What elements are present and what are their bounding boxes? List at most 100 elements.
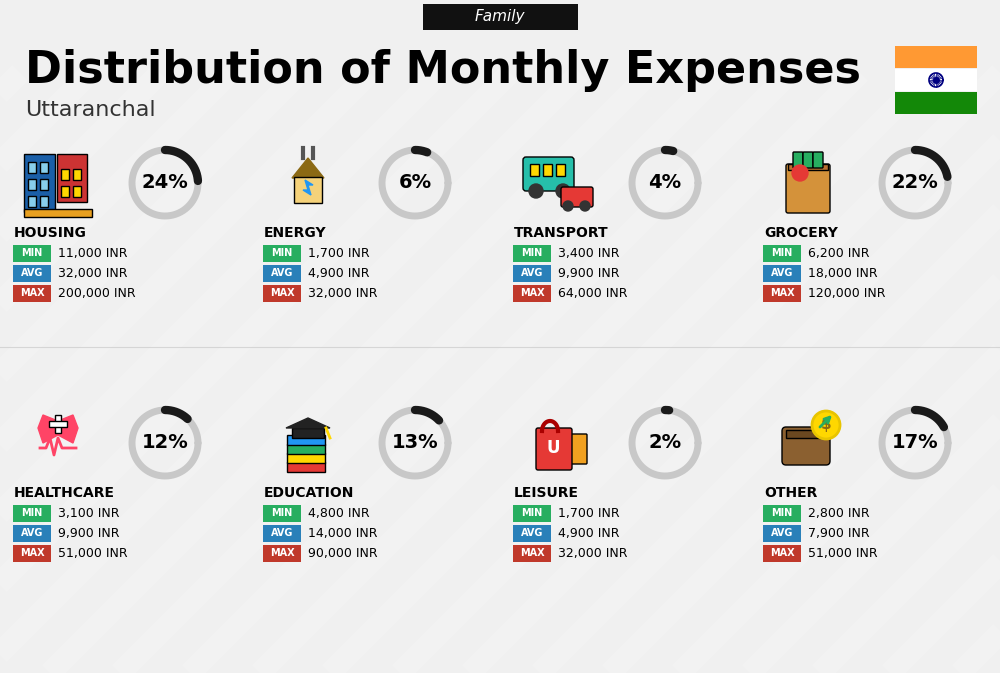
Text: 51,000 INR: 51,000 INR bbox=[58, 546, 128, 559]
FancyBboxPatch shape bbox=[55, 415, 61, 433]
FancyBboxPatch shape bbox=[24, 154, 55, 212]
Text: MAX: MAX bbox=[770, 288, 794, 298]
Text: 2,800 INR: 2,800 INR bbox=[808, 507, 870, 520]
Text: LEISURE: LEISURE bbox=[514, 486, 579, 500]
Text: 7,900 INR: 7,900 INR bbox=[808, 526, 870, 540]
FancyBboxPatch shape bbox=[786, 430, 826, 438]
FancyBboxPatch shape bbox=[422, 4, 578, 30]
FancyBboxPatch shape bbox=[513, 505, 551, 522]
FancyBboxPatch shape bbox=[28, 162, 36, 173]
Text: MAX: MAX bbox=[270, 548, 294, 558]
Text: $: $ bbox=[821, 417, 831, 433]
FancyBboxPatch shape bbox=[287, 435, 325, 445]
FancyBboxPatch shape bbox=[561, 187, 593, 207]
Text: MIN: MIN bbox=[521, 248, 543, 258]
FancyBboxPatch shape bbox=[536, 428, 572, 470]
FancyBboxPatch shape bbox=[61, 169, 69, 180]
FancyBboxPatch shape bbox=[28, 196, 36, 207]
FancyBboxPatch shape bbox=[513, 264, 551, 281]
Text: OTHER: OTHER bbox=[764, 486, 817, 500]
FancyBboxPatch shape bbox=[530, 164, 539, 176]
FancyBboxPatch shape bbox=[263, 544, 301, 561]
FancyBboxPatch shape bbox=[73, 186, 81, 197]
Text: MIN: MIN bbox=[21, 248, 43, 258]
Circle shape bbox=[563, 201, 573, 211]
Text: MAX: MAX bbox=[20, 288, 44, 298]
Text: MIN: MIN bbox=[771, 508, 793, 518]
FancyBboxPatch shape bbox=[40, 196, 48, 207]
Circle shape bbox=[529, 184, 543, 198]
FancyBboxPatch shape bbox=[263, 264, 301, 281]
Text: EDUCATION: EDUCATION bbox=[264, 486, 354, 500]
FancyBboxPatch shape bbox=[40, 179, 48, 190]
FancyBboxPatch shape bbox=[61, 186, 69, 197]
Text: 12%: 12% bbox=[142, 433, 188, 452]
FancyBboxPatch shape bbox=[793, 152, 803, 168]
Text: 9,900 INR: 9,900 INR bbox=[558, 267, 620, 279]
Circle shape bbox=[580, 201, 590, 211]
Text: AVG: AVG bbox=[271, 268, 293, 278]
Text: 200,000 INR: 200,000 INR bbox=[58, 287, 136, 299]
Text: 4,900 INR: 4,900 INR bbox=[308, 267, 370, 279]
Text: 17%: 17% bbox=[892, 433, 938, 452]
Text: MIN: MIN bbox=[521, 508, 543, 518]
FancyBboxPatch shape bbox=[513, 244, 551, 262]
Text: HOUSING: HOUSING bbox=[14, 226, 87, 240]
Text: AVG: AVG bbox=[21, 528, 43, 538]
Text: 14,000 INR: 14,000 INR bbox=[308, 526, 378, 540]
Text: 22%: 22% bbox=[892, 174, 938, 192]
Text: MIN: MIN bbox=[771, 248, 793, 258]
FancyBboxPatch shape bbox=[513, 524, 551, 542]
FancyBboxPatch shape bbox=[782, 427, 830, 465]
FancyBboxPatch shape bbox=[523, 157, 574, 191]
Text: MIN: MIN bbox=[271, 508, 293, 518]
Text: MIN: MIN bbox=[271, 248, 293, 258]
FancyBboxPatch shape bbox=[763, 524, 801, 542]
FancyBboxPatch shape bbox=[287, 462, 325, 472]
FancyBboxPatch shape bbox=[263, 505, 301, 522]
FancyBboxPatch shape bbox=[13, 264, 51, 281]
FancyBboxPatch shape bbox=[13, 524, 51, 542]
FancyBboxPatch shape bbox=[13, 244, 51, 262]
FancyBboxPatch shape bbox=[565, 434, 587, 464]
Text: 9,900 INR: 9,900 INR bbox=[58, 526, 120, 540]
FancyBboxPatch shape bbox=[49, 421, 67, 427]
FancyBboxPatch shape bbox=[263, 524, 301, 542]
FancyBboxPatch shape bbox=[763, 544, 801, 561]
Text: 64,000 INR: 64,000 INR bbox=[558, 287, 628, 299]
FancyBboxPatch shape bbox=[57, 154, 87, 202]
FancyBboxPatch shape bbox=[294, 177, 322, 203]
FancyBboxPatch shape bbox=[786, 164, 830, 213]
Text: 4,900 INR: 4,900 INR bbox=[558, 526, 620, 540]
Text: 32,000 INR: 32,000 INR bbox=[308, 287, 378, 299]
Text: MAX: MAX bbox=[520, 548, 544, 558]
Text: ENERGY: ENERGY bbox=[264, 226, 327, 240]
Text: TRANSPORT: TRANSPORT bbox=[514, 226, 609, 240]
Text: U: U bbox=[546, 439, 560, 457]
FancyBboxPatch shape bbox=[287, 444, 325, 454]
Text: 1,700 INR: 1,700 INR bbox=[308, 246, 370, 260]
FancyBboxPatch shape bbox=[13, 285, 51, 302]
Text: MAX: MAX bbox=[20, 548, 44, 558]
Text: MAX: MAX bbox=[770, 548, 794, 558]
Polygon shape bbox=[286, 418, 330, 428]
Text: 4,800 INR: 4,800 INR bbox=[308, 507, 370, 520]
Text: Family: Family bbox=[475, 9, 525, 24]
Text: HEALTHCARE: HEALTHCARE bbox=[14, 486, 115, 500]
FancyBboxPatch shape bbox=[28, 179, 36, 190]
Text: 3,100 INR: 3,100 INR bbox=[58, 507, 120, 520]
FancyBboxPatch shape bbox=[13, 505, 51, 522]
FancyBboxPatch shape bbox=[895, 46, 977, 68]
FancyBboxPatch shape bbox=[513, 285, 551, 302]
Text: 32,000 INR: 32,000 INR bbox=[58, 267, 128, 279]
Text: Uttaranchal: Uttaranchal bbox=[25, 100, 156, 120]
Text: 24%: 24% bbox=[142, 174, 188, 192]
FancyBboxPatch shape bbox=[763, 244, 801, 262]
FancyBboxPatch shape bbox=[287, 453, 325, 463]
FancyBboxPatch shape bbox=[813, 152, 823, 168]
Text: AVG: AVG bbox=[271, 528, 293, 538]
Text: 90,000 INR: 90,000 INR bbox=[308, 546, 378, 559]
FancyBboxPatch shape bbox=[73, 169, 81, 180]
FancyBboxPatch shape bbox=[292, 428, 324, 438]
Text: AVG: AVG bbox=[21, 268, 43, 278]
